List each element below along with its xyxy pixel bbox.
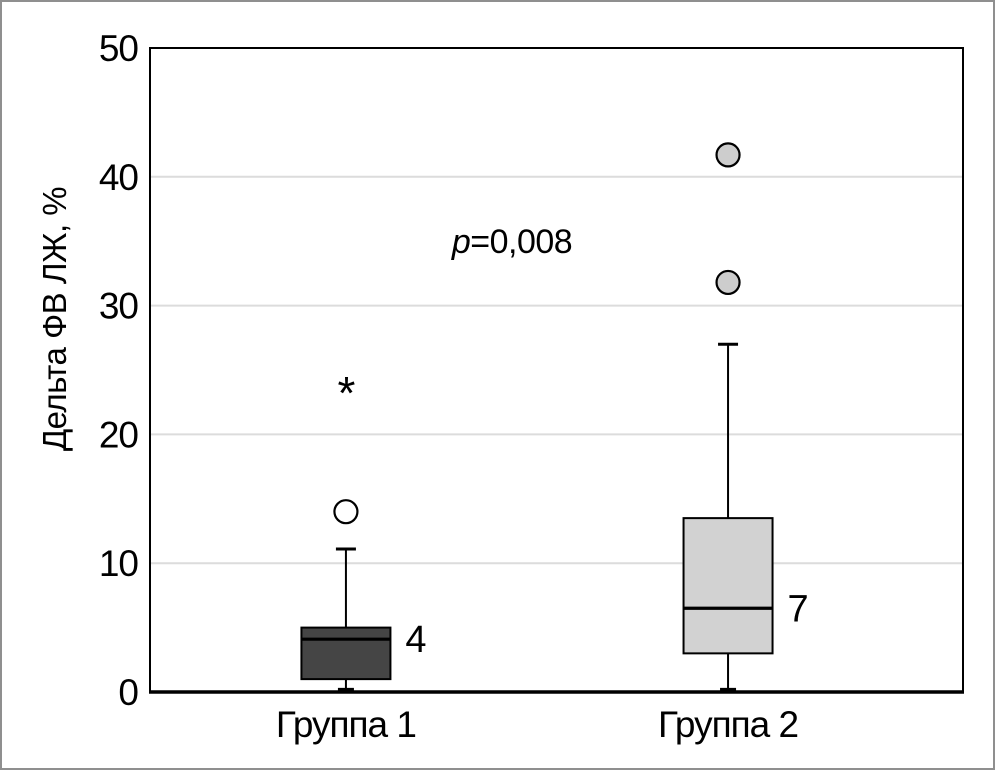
category-label: Группа 1	[276, 704, 416, 745]
y-tick-label-50: 50	[99, 28, 139, 69]
p-value-text: =0,008	[470, 223, 573, 261]
p-value-annotation: p=0,008	[427, 223, 597, 262]
y-tick-label-40: 40	[99, 157, 139, 198]
y-tick-label-30: 30	[99, 286, 139, 327]
median-label: 7	[788, 588, 808, 630]
y-tick-label-20: 20	[99, 414, 139, 455]
category-label: Группа 2	[658, 704, 798, 745]
box-group-2	[682, 517, 774, 655]
plot-frame	[149, 47, 964, 693]
outlier-circle	[715, 269, 741, 296]
outlier-circle	[715, 142, 741, 168]
extreme-asterisk: *	[337, 367, 355, 419]
box-group-1	[300, 626, 392, 681]
median-label: 4	[405, 619, 426, 661]
p-variable: p	[451, 223, 471, 261]
outlier-circle	[333, 499, 359, 525]
y-tick-label-0: 0	[118, 672, 138, 713]
y-tick-label-10: 10	[99, 543, 139, 584]
y-axis-title: Дельта ФВ ЛЖ, %	[36, 186, 73, 452]
